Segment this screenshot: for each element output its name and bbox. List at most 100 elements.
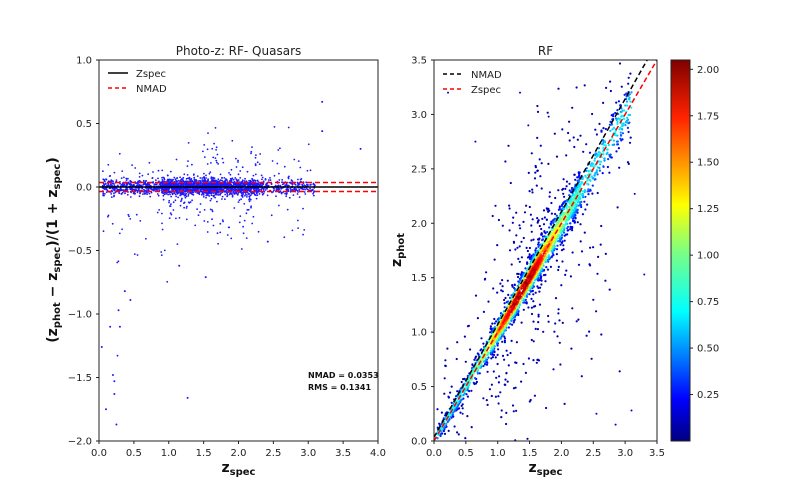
scatter-point: [203, 172, 205, 175]
density-point: [541, 238, 544, 241]
scatter-point: [210, 192, 213, 195]
scatter-point: [242, 225, 245, 228]
density-point: [520, 321, 523, 324]
scatter-point: [195, 184, 198, 187]
left-panel: Photo-z: RF- Quasars 0.0 0.5 1.0 1.5 2.0 2.5 3…: [45, 44, 386, 478]
scatter-point: [126, 188, 129, 191]
density-point: [507, 144, 510, 147]
density-point: [580, 182, 583, 185]
scatter-point: [203, 176, 206, 179]
scatter-point: [174, 188, 177, 190]
density-point: [527, 357, 531, 360]
density-point: [528, 293, 531, 296]
scatter-point: [247, 208, 250, 211]
scatter-point: [302, 207, 304, 210]
outlier-point: [204, 276, 207, 279]
scatter-point: [210, 176, 213, 179]
scatter-point: [183, 202, 185, 205]
density-point: [597, 147, 601, 150]
density-point: [597, 255, 600, 258]
scatter-point: [166, 280, 169, 283]
density-point: [581, 177, 584, 180]
density-point: [508, 207, 511, 210]
density-point: [591, 184, 594, 187]
scatter-point: [304, 193, 307, 195]
density-point: [544, 280, 547, 283]
scatter-point: [161, 188, 164, 191]
scatter-point: [110, 179, 113, 182]
scatter-point: [179, 192, 182, 195]
density-point: [506, 380, 509, 383]
scatter-point: [241, 166, 244, 169]
density-point: [558, 237, 561, 240]
density-point: [530, 297, 533, 300]
density-point: [565, 185, 568, 188]
scatter-point: [179, 204, 182, 207]
scatter-point: [175, 217, 177, 220]
scatter-point: [160, 251, 163, 253]
scatter-point: [240, 188, 243, 191]
scatter-point: [232, 192, 234, 194]
density-point: [494, 395, 497, 398]
scatter-point: [212, 156, 215, 159]
density-point: [519, 227, 522, 230]
scatter-point: [214, 127, 217, 129]
density-point: [624, 124, 627, 127]
outlier-point: [117, 309, 120, 312]
scatter-point: [244, 183, 247, 186]
scatter-point: [226, 188, 229, 191]
density-point: [520, 240, 523, 243]
density-point: [491, 356, 494, 359]
density-point: [451, 415, 454, 418]
scatter-point: [154, 183, 157, 186]
density-point: [504, 160, 507, 163]
scatter-point: [248, 198, 250, 201]
density-point: [567, 205, 570, 208]
scatter-point: [202, 150, 204, 153]
density-point: [480, 337, 483, 340]
scatter-point: [216, 184, 218, 187]
density-point: [460, 380, 463, 384]
density-point: [604, 252, 607, 255]
density-point: [504, 296, 507, 300]
scatter-point: [196, 192, 199, 194]
scatter-point: [246, 196, 248, 198]
scatter-point: [207, 189, 210, 191]
scatter-point: [291, 229, 294, 232]
density-point: [460, 404, 463, 407]
scatter-point: [157, 169, 160, 172]
density-point: [584, 208, 587, 211]
scatter-point: [209, 199, 212, 202]
scatter-point: [297, 227, 299, 230]
scatter-point: [198, 193, 201, 196]
density-point: [500, 289, 503, 292]
density-point: [508, 204, 511, 207]
density-point: [580, 250, 584, 253]
scatter-point: [162, 198, 165, 201]
scatter-point: [192, 191, 195, 194]
scatter-point: [312, 192, 314, 195]
scatter-point: [176, 177, 178, 180]
density-point: [583, 84, 586, 87]
density-point: [574, 178, 577, 181]
scatter-point: [273, 189, 275, 192]
scatter-point: [147, 173, 150, 176]
density-point: [488, 344, 491, 347]
scatter-point: [180, 180, 183, 183]
scatter-point: [175, 195, 178, 198]
density-point: [544, 232, 547, 235]
density-point: [589, 246, 592, 249]
scatter-point: [115, 179, 118, 182]
scatter-point: [149, 195, 152, 198]
density-point: [532, 359, 535, 362]
density-point: [550, 249, 553, 252]
density-point: [547, 162, 550, 165]
scatter-point: [145, 179, 148, 182]
density-point: [501, 285, 504, 288]
scatter-point: [246, 191, 249, 194]
scatter-point: [251, 146, 253, 149]
scatter-point: [185, 207, 188, 209]
scatter-point: [176, 188, 179, 190]
density-point: [578, 195, 582, 199]
density-point: [542, 274, 546, 277]
